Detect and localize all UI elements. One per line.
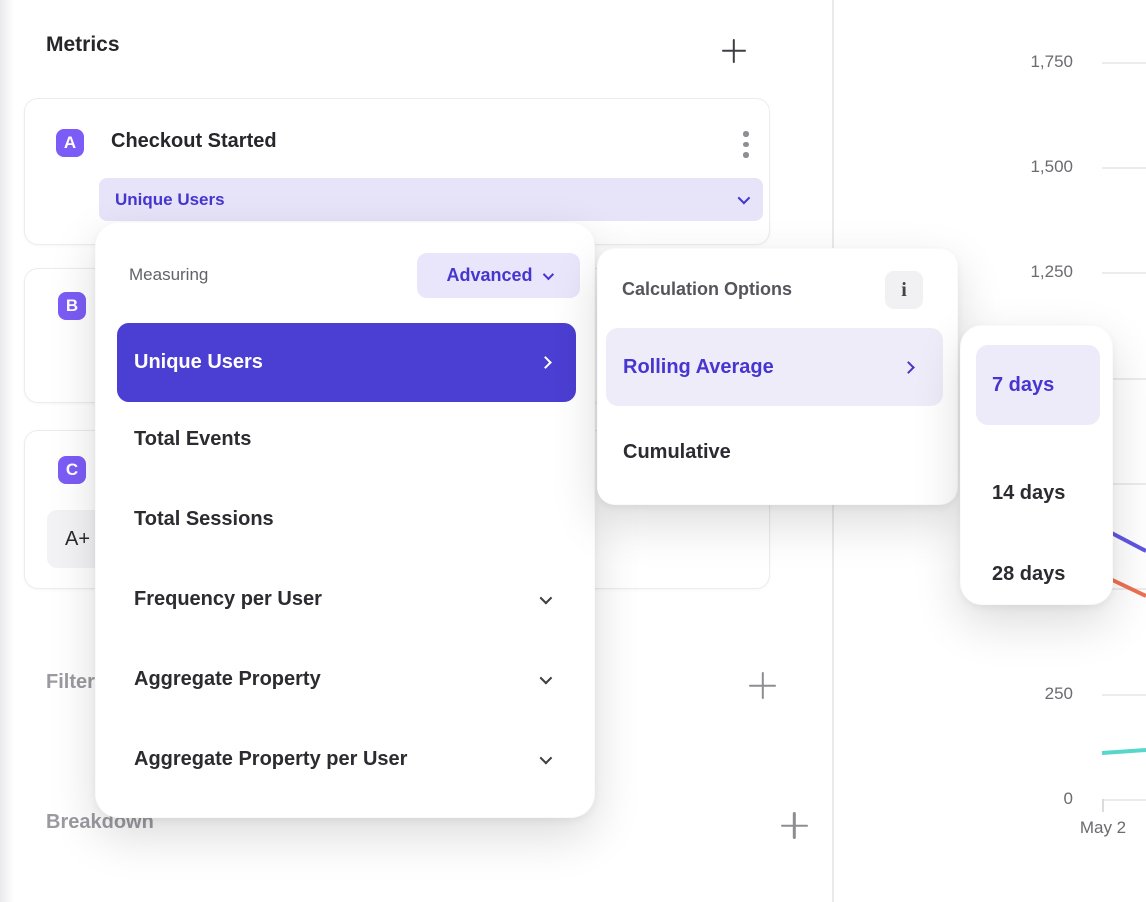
menu-item-label: Total Sessions (134, 507, 274, 530)
metric-options-menu-icon[interactable] (738, 126, 754, 163)
menu-item-label: Unique Users (134, 351, 263, 373)
filter-section-title: Filter (46, 671, 95, 693)
menu-item-label: Total Events (134, 427, 252, 450)
menu-item-aggregate-property[interactable]: Aggregate Property (134, 659, 553, 699)
x-axis-tick-label: May 2 (1079, 818, 1127, 837)
x-axis-tick (1102, 799, 1104, 812)
menu-item-unique-users[interactable]: Unique Users (117, 323, 576, 402)
add-metric-button[interactable] (722, 39, 746, 63)
y-axis-tick-label: 250 (1044, 684, 1073, 703)
menu-item-7-days[interactable]: 7 days (976, 345, 1100, 425)
menu-item-14-days[interactable]: 14 days (992, 478, 1102, 508)
menu-item-total-events[interactable]: Total Events (134, 419, 558, 459)
gridline (1102, 588, 1146, 590)
menu-item-cumulative[interactable]: Cumulative (623, 437, 923, 467)
gridline (1102, 378, 1146, 380)
metric-card-a: A Checkout Started Unique Users (24, 98, 770, 245)
menu-item-label: Frequency per User (134, 587, 322, 610)
gridline (1102, 799, 1146, 801)
menu-item-rolling-average[interactable]: Rolling Average (606, 328, 943, 406)
gridline (1102, 694, 1146, 696)
measurement-select-value: Unique Users (115, 189, 225, 209)
chevron-down-icon (539, 751, 553, 764)
chevron-down-icon (542, 268, 554, 280)
menu-item-label: 7 days (992, 373, 1055, 396)
menu-item-total-sessions[interactable]: Total Sessions (134, 499, 558, 539)
menu-item-label: Rolling Average (623, 355, 774, 378)
metric-formula-text: A+ (65, 527, 91, 550)
add-filter-button[interactable] (749, 672, 776, 699)
left-edge-shading (0, 0, 14, 902)
calculation-options-panel: Calculation Options i Rolling Average Cu… (597, 248, 958, 505)
metrics-section-title: Metrics (46, 33, 120, 56)
info-glyph: i (901, 278, 907, 301)
chevron-down-icon (737, 191, 751, 205)
info-icon[interactable]: i (885, 271, 923, 309)
chevron-right-icon (902, 360, 915, 374)
measuring-label: Measuring (129, 265, 209, 284)
measurement-select[interactable]: Unique Users (99, 178, 763, 221)
measuring-dropdown-panel: Measuring Advanced Unique Users Total Ev… (95, 222, 595, 818)
gridline (1102, 483, 1146, 485)
chevron-down-icon (539, 671, 553, 684)
menu-item-label: 14 days (992, 481, 1066, 504)
menu-item-frequency-per-user[interactable]: Frequency per User (134, 579, 553, 619)
chevron-right-icon (539, 356, 552, 369)
menu-item-label: Aggregate Property (134, 667, 321, 690)
measuring-mode-label: Advanced (446, 265, 533, 285)
y-axis-tick-label: 1,750 (1030, 52, 1073, 71)
rolling-window-panel: 7 days 14 days 28 days (960, 325, 1113, 605)
y-axis-tick-label: 1,250 (1030, 262, 1073, 281)
menu-item-label: 28 days (992, 562, 1066, 585)
y-axis-tick-label: 0 (1063, 789, 1073, 808)
gridline (1102, 62, 1146, 64)
menu-item-aggregate-property-per-user[interactable]: Aggregate Property per User (134, 739, 553, 779)
menu-item-28-days[interactable]: 28 days (992, 559, 1102, 589)
gridline (1102, 272, 1146, 274)
gridline (1102, 167, 1146, 169)
menu-item-label: Cumulative (623, 440, 731, 463)
measuring-mode-button[interactable]: Advanced (417, 253, 580, 298)
metric-badge-a: A (56, 129, 84, 157)
chevron-down-icon (539, 591, 553, 604)
metric-badge-b: B (58, 292, 86, 320)
metric-name: Checkout Started (111, 130, 277, 152)
add-breakdown-button[interactable] (781, 812, 808, 839)
series-teal-line (1101, 748, 1146, 755)
menu-item-label: Aggregate Property per User (134, 747, 408, 770)
metric-badge-c: C (58, 456, 86, 484)
y-axis-tick-label: 1,500 (1030, 157, 1073, 176)
calculation-options-title: Calculation Options (622, 279, 793, 299)
